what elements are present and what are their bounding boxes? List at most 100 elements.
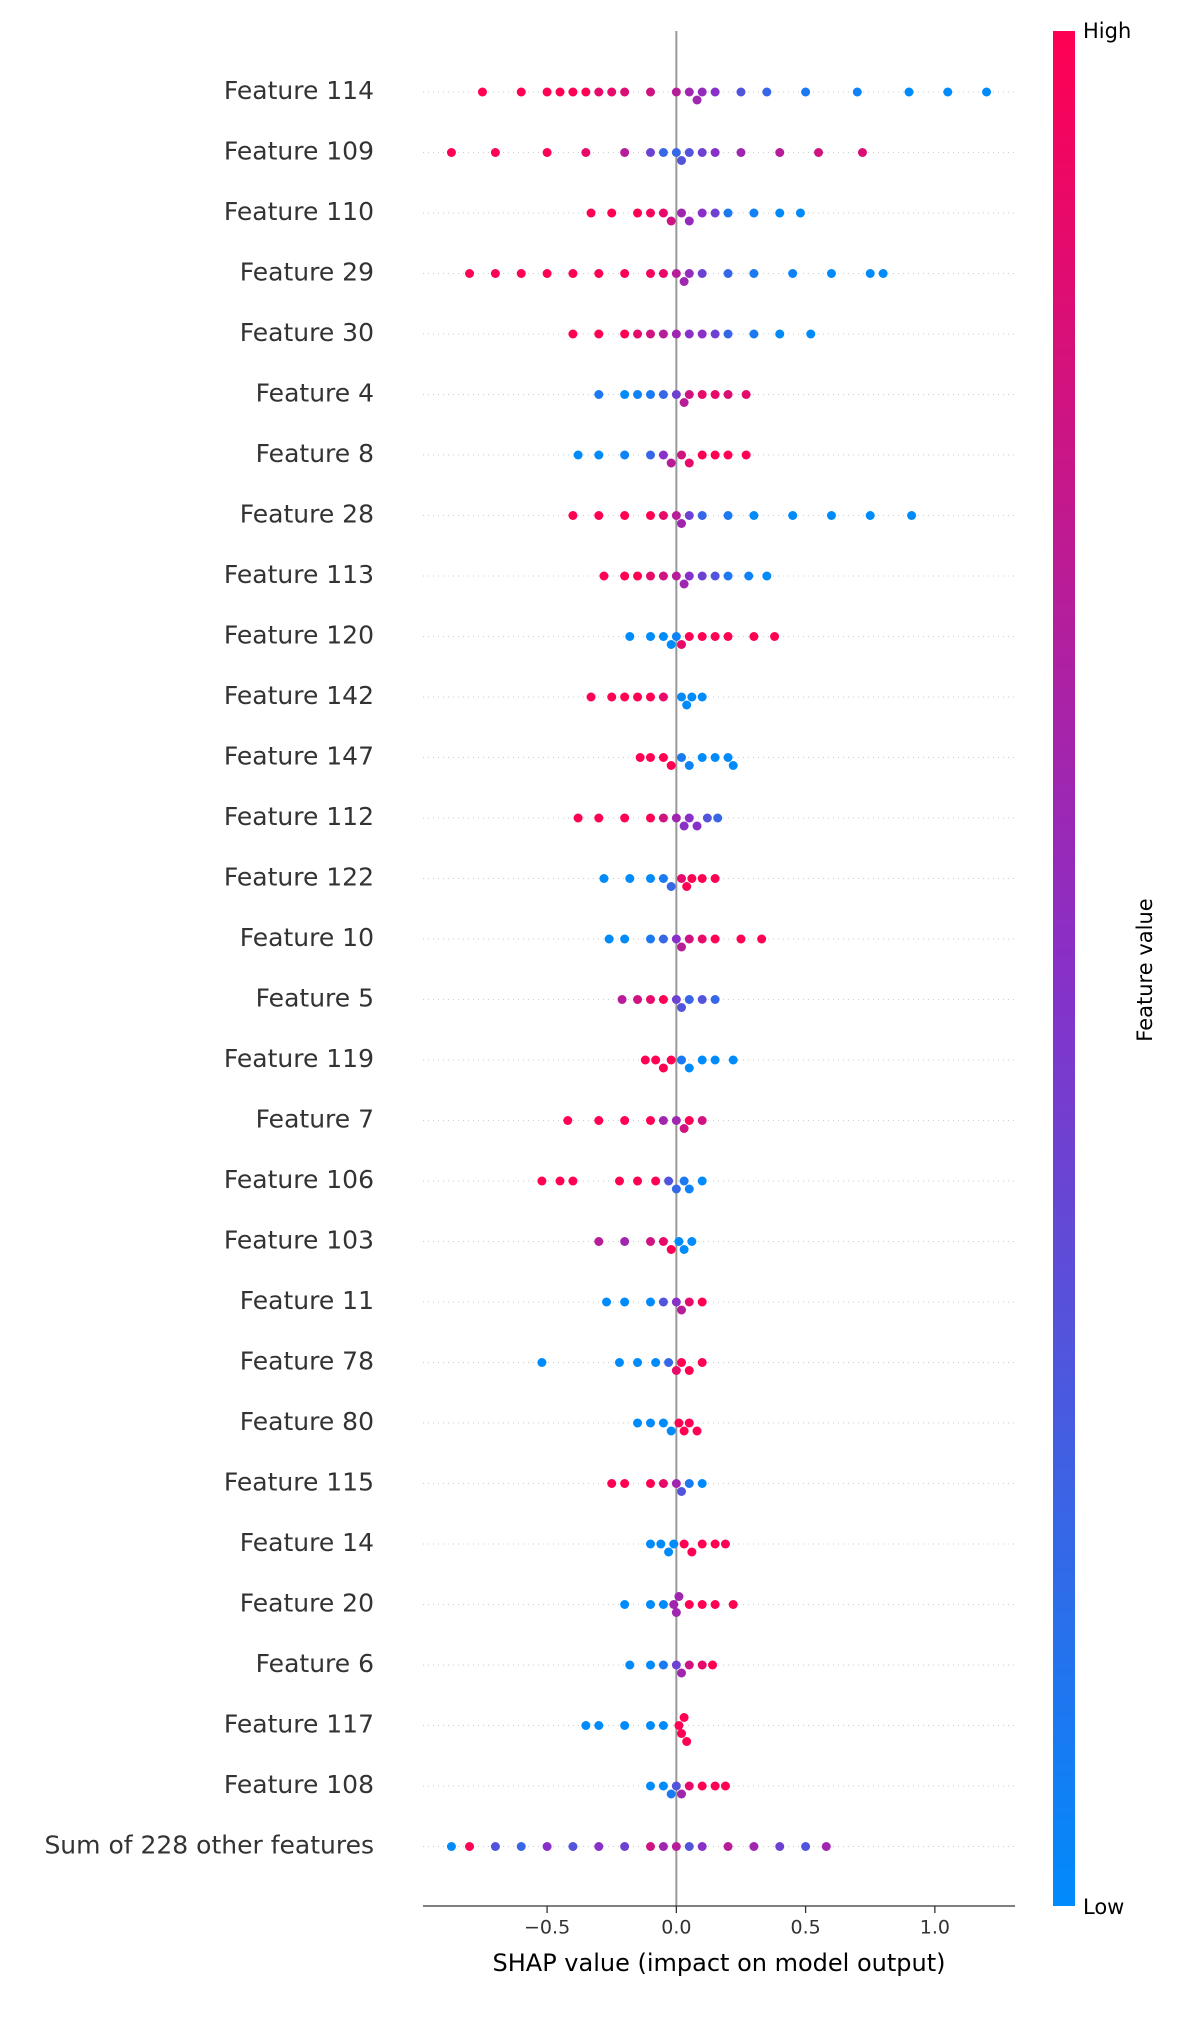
shap-dot	[684, 1781, 694, 1791]
shap-dot	[723, 329, 733, 339]
shap-dot	[723, 390, 733, 399]
shap-dot	[446, 148, 456, 157]
shap-dot	[620, 934, 630, 944]
shap-dot	[645, 1237, 655, 1246]
shap-dot	[710, 450, 720, 460]
shap-dot	[555, 87, 565, 97]
shap-dot	[677, 942, 687, 952]
shap-dot	[710, 753, 720, 762]
shap-dot	[658, 1842, 668, 1851]
shap-dot	[645, 753, 655, 762]
shap-dot	[620, 390, 630, 399]
shap-dot	[645, 874, 655, 883]
shap-dot	[581, 1721, 591, 1730]
shap-dot	[568, 87, 578, 97]
shap-dot	[645, 1660, 655, 1670]
shap-dot	[658, 1660, 668, 1670]
shap-dot	[684, 87, 694, 97]
shap-dot	[633, 1418, 643, 1428]
shap-dot	[645, 1297, 655, 1307]
shap-dot	[684, 1479, 694, 1488]
shap-dot	[594, 87, 604, 97]
shap-dot	[904, 87, 914, 97]
shap-dot	[677, 450, 687, 460]
shap-dot	[723, 511, 733, 520]
shap-dot	[666, 1789, 676, 1799]
shap-dot	[490, 269, 500, 278]
row-label: Feature 103	[224, 1226, 374, 1255]
shap-dot	[749, 511, 759, 520]
shap-dot	[594, 511, 604, 520]
shap-dot	[620, 1600, 630, 1609]
shap-dot	[599, 571, 609, 581]
shap-dot	[697, 571, 707, 581]
shap-dot	[671, 269, 681, 278]
shap-dot	[645, 148, 655, 157]
shap-dot	[710, 1781, 720, 1791]
shap-dot	[697, 329, 707, 339]
shap-dot	[645, 511, 655, 520]
shap-dot	[658, 632, 668, 641]
shap-dot	[720, 1539, 730, 1549]
shap-dot	[620, 1297, 630, 1307]
shap-dot	[671, 1781, 681, 1791]
shap-dot	[677, 208, 687, 218]
shap-dot	[710, 571, 720, 581]
shap-dot	[677, 1358, 687, 1367]
shap-dot	[625, 632, 635, 641]
shap-dot	[620, 511, 630, 520]
shap-dot	[599, 874, 609, 883]
shap-dot	[581, 148, 591, 157]
shap-dot	[620, 87, 630, 97]
shap-dot	[633, 571, 643, 581]
x-tick-label: 1.0	[920, 1917, 950, 1939]
shap-dot	[692, 821, 702, 831]
shap-dot	[658, 1600, 668, 1609]
shap-dot	[594, 450, 604, 460]
shap-dot	[645, 571, 655, 581]
row-label: Feature 115	[224, 1468, 374, 1497]
shap-dot	[671, 1660, 681, 1670]
shap-dot	[710, 1600, 720, 1609]
shap-dot	[677, 1789, 687, 1799]
shap-dot	[573, 450, 583, 460]
shap-dot	[664, 1547, 674, 1557]
shap-dot	[697, 1660, 707, 1670]
shap-dot	[671, 329, 681, 339]
shap-dot	[684, 269, 694, 278]
shap-dot	[697, 1358, 707, 1367]
shap-dot	[684, 1116, 694, 1125]
shap-dot	[586, 208, 596, 218]
shap-dot	[697, 1176, 707, 1186]
shap-dot	[710, 148, 720, 157]
shap-dot	[723, 269, 733, 278]
shap-dot	[744, 571, 754, 581]
shap-dot	[607, 87, 617, 97]
shap-dot	[674, 1418, 684, 1428]
shap-dot	[594, 1842, 604, 1851]
shap-dot	[490, 148, 500, 157]
shap-dot	[465, 269, 475, 278]
shap-dot	[664, 1358, 674, 1367]
shap-dot	[635, 753, 645, 762]
shap-dot	[633, 390, 643, 399]
shap-dot	[671, 1116, 681, 1125]
row-label: Feature 14	[240, 1528, 374, 1557]
shap-dot	[645, 934, 655, 944]
row-label: Feature 29	[240, 258, 374, 287]
shap-dot	[671, 1184, 681, 1194]
shap-dot	[516, 87, 526, 97]
shap-dot	[645, 87, 655, 97]
shap-dot	[677, 1003, 687, 1012]
shap-dot	[640, 1055, 650, 1065]
shap-dot	[814, 148, 824, 157]
shap-dot	[671, 148, 681, 157]
shap-dot	[620, 1842, 630, 1851]
shap-dot	[645, 1418, 655, 1428]
shap-dot	[658, 1781, 668, 1791]
shap-dot	[677, 753, 687, 762]
shap-dot	[658, 1237, 668, 1246]
shap-dot	[826, 511, 836, 520]
shap-dot	[563, 1116, 573, 1125]
